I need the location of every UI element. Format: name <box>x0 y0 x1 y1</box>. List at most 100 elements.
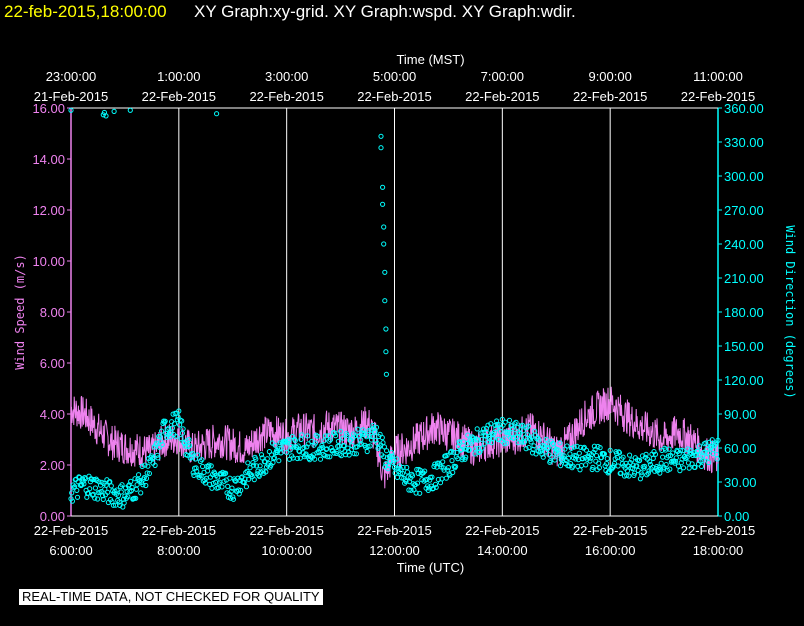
wind-direction-point <box>189 450 196 456</box>
wind-direction-point <box>414 480 421 486</box>
wind-direction-point <box>383 326 389 332</box>
wind-direction-point <box>555 447 562 453</box>
wind-direction-point <box>588 455 594 461</box>
wind-direction-point <box>528 439 534 445</box>
wind-direction-point <box>590 464 596 470</box>
wind-direction-point <box>399 470 405 476</box>
wind-direction-point <box>422 468 428 474</box>
wind-direction-point <box>589 466 595 473</box>
wind-direction-point <box>650 455 656 461</box>
wind-direction-point <box>513 419 519 425</box>
wind-direction-point <box>256 473 262 479</box>
wind-direction-point <box>379 435 385 441</box>
wind-direction-point <box>246 476 252 482</box>
wind-direction-point <box>431 463 437 470</box>
wind-direction-point <box>346 452 352 458</box>
wind-direction-point <box>143 482 149 489</box>
wind-direction-point <box>381 444 387 450</box>
top-tick-time: 1:00:00 <box>157 69 200 84</box>
wind-direction-point <box>384 448 390 454</box>
wind-direction-point <box>506 417 513 423</box>
right-axis-title: Wind Direction (degrees) <box>783 225 797 398</box>
wind-direction-point <box>618 470 624 476</box>
right-tick-label: 270.00 <box>724 203 764 218</box>
wind-direction-point <box>478 436 485 442</box>
left-axis-title: Wind Speed (m/s) <box>13 254 27 370</box>
bottom-axis-title: Time (UTC) <box>397 560 464 575</box>
wind-direction-point <box>432 481 439 487</box>
wind-direction-point <box>114 487 120 493</box>
wind-direction-point <box>263 469 269 475</box>
wind-direction-point <box>652 451 659 457</box>
wind-direction-point <box>344 432 350 439</box>
wind-direction-point <box>225 483 231 489</box>
wind-direction-point <box>159 441 165 448</box>
wind-direction-point <box>192 456 198 462</box>
wind-direction-point <box>223 470 229 476</box>
wind-direction-point <box>601 451 608 457</box>
wind-direction-point <box>121 500 127 506</box>
wind-direction-point <box>573 456 579 462</box>
wind-direction-point <box>187 443 193 449</box>
wind-direction-point <box>199 457 205 463</box>
wind-direction-point <box>143 475 150 481</box>
right-tick-label: 180.00 <box>724 305 764 320</box>
wind-direction-point <box>297 455 303 461</box>
wind-direction-point <box>642 463 648 469</box>
wind-direction-point <box>445 465 451 471</box>
wind-direction-point <box>133 495 139 501</box>
top-tick-time: 5:00:00 <box>373 69 416 84</box>
wind-direction-point <box>353 451 359 457</box>
wind-direction-point <box>512 421 518 427</box>
wind-direction-point <box>321 438 327 444</box>
wind-direction-point <box>159 428 165 434</box>
wind-direction-point <box>202 480 208 486</box>
wind-direction-point <box>322 453 328 459</box>
bottom-tick-date: 22-Feb-2015 <box>34 523 108 538</box>
bottom-tick-time: 8:00:00 <box>157 543 200 558</box>
wind-direction-point <box>689 461 695 467</box>
wind-direction-point <box>169 425 175 431</box>
wind-direction-point <box>629 465 636 472</box>
wind-direction-point <box>514 434 520 440</box>
wind-direction-point <box>597 445 603 451</box>
wind-direction-point <box>133 486 139 492</box>
bottom-tick-date: 22-Feb-2015 <box>142 523 216 538</box>
wind-direction-point <box>77 474 83 481</box>
bottom-tick-time: 12:00:00 <box>369 543 420 558</box>
right-tick-label: 300.00 <box>724 169 764 184</box>
bottom-tick-date: 22-Feb-2015 <box>357 523 431 538</box>
wind-direction-point <box>549 454 555 460</box>
wind-direction-point <box>453 463 459 470</box>
wind-direction-point <box>468 440 474 446</box>
wind-direction-point <box>385 466 391 472</box>
right-tick-label: 0.00 <box>724 509 749 524</box>
wind-direction-point <box>304 433 311 439</box>
wind-direction-point <box>404 469 410 475</box>
wind-direction-point <box>592 447 598 453</box>
bottom-tick-date: 22-Feb-2015 <box>249 523 323 538</box>
wind-direction-point <box>294 455 300 462</box>
wind-direction-point <box>383 349 389 355</box>
wind-direction-point <box>243 484 249 490</box>
wind-direction-point <box>400 464 406 471</box>
wind-direction-point <box>417 490 423 496</box>
wind-direction-point <box>247 465 253 471</box>
wind-direction-point <box>523 446 529 452</box>
wind-direction-point <box>647 459 653 465</box>
right-tick-label: 90.00 <box>724 407 757 422</box>
wind-direction-point <box>465 432 471 438</box>
wind-direction-point <box>425 487 431 493</box>
wind-direction-point <box>678 460 684 466</box>
wind-direction-point <box>103 113 109 119</box>
wind-direction-point <box>332 430 338 436</box>
wind-direction-point <box>705 450 711 456</box>
wind-direction-point <box>251 462 257 468</box>
wind-direction-point <box>92 485 99 491</box>
top-tick-date: 22-Feb-2015 <box>573 89 647 104</box>
wind-direction-point <box>230 496 237 502</box>
wind-direction-point <box>264 456 270 462</box>
wind-direction-point <box>87 486 93 492</box>
wind-direction-point <box>488 421 494 427</box>
wind-direction-point <box>116 499 122 505</box>
